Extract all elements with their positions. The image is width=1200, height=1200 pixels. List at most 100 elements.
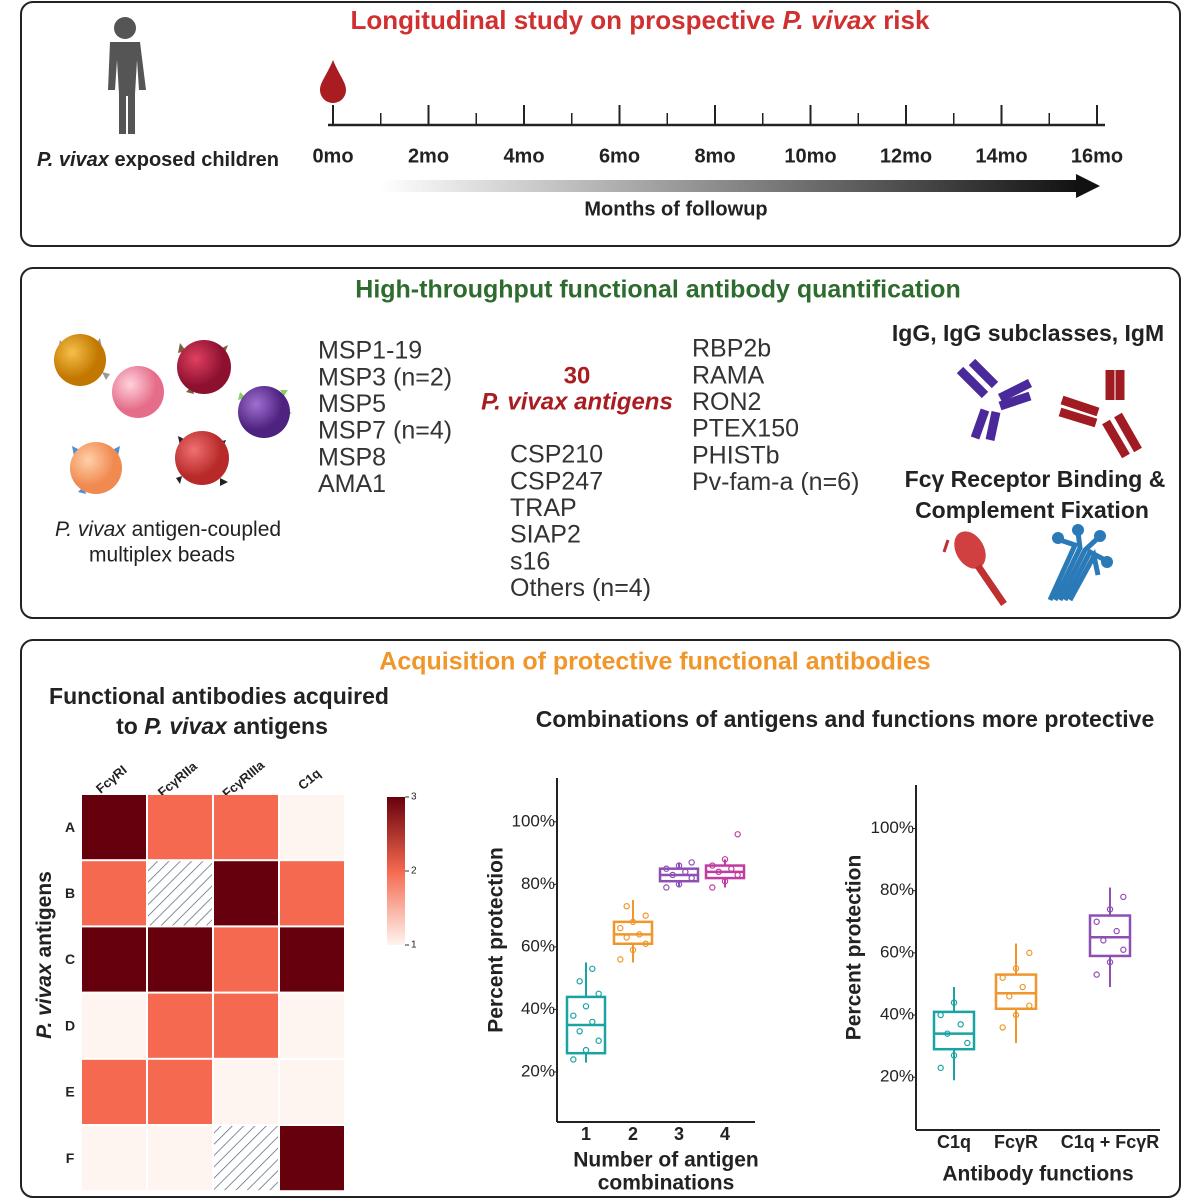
data-point: [589, 965, 596, 972]
timeline-label: 6mo: [599, 145, 640, 167]
antigen-name: s16: [510, 547, 550, 575]
data-point: [1120, 946, 1127, 953]
heatmap-row-label: E: [65, 1084, 74, 1100]
title-part: Longitudinal study on prospective: [351, 5, 783, 35]
y-tick-label: 40%: [880, 1004, 914, 1023]
beads-caption: multiplex beads: [89, 544, 235, 567]
heatmap-cell: [280, 1126, 344, 1191]
data-point: [617, 924, 624, 932]
title-part: P. vivax: [782, 5, 877, 35]
heatmap-row-label: A: [65, 819, 75, 835]
charts-title: Combinations of antigens and functions m…: [536, 706, 1155, 732]
x-tick-label: 2: [628, 1124, 638, 1144]
heatmap-column-label: FcγRI: [93, 762, 130, 796]
blood-drop: [320, 60, 346, 103]
antigen-name: RAMA: [692, 361, 765, 389]
data-point: [734, 831, 741, 838]
data-point: [582, 1046, 590, 1054]
timeline-label: 8mo: [694, 145, 735, 167]
heatmap-cell: [82, 1059, 146, 1124]
data-point: [734, 871, 741, 879]
colorbar-label: 3: [411, 792, 417, 803]
data-point: [950, 999, 958, 1006]
data-point: [999, 974, 1006, 981]
data-point: [642, 940, 649, 947]
caption-part: P. vivax: [55, 518, 127, 541]
antigen-count-label: P. vivax antigens: [481, 388, 673, 415]
x-tick-label: 4: [720, 1124, 730, 1144]
data-point: [642, 912, 649, 919]
arrow-head: [1076, 174, 1100, 198]
x-axis-label: Antibody functions: [942, 1163, 1133, 1186]
data-point: [1106, 906, 1114, 913]
heatmap-column-label: FcγRIIa: [155, 758, 201, 800]
panel-title: Acquisition of protective functional ant…: [379, 648, 930, 676]
data-point: [950, 1052, 958, 1059]
timeline-label: 0mo: [312, 145, 353, 167]
label-part: antigens: [33, 871, 56, 963]
heatmap-cell: [214, 795, 278, 860]
antigen-name: Others (n=4): [510, 574, 651, 602]
heatmap-column-label: FcγRIIIa: [219, 757, 267, 801]
y-tick-label: 100%: [512, 811, 555, 830]
data-point: [709, 884, 716, 891]
data-point: [944, 1030, 951, 1037]
heatmap-cell: [280, 861, 344, 926]
data-point: [688, 859, 695, 866]
child-icon: [108, 17, 146, 134]
data-point: [623, 934, 630, 941]
functions-label: Complement Fixation: [915, 497, 1149, 523]
heatmap-cell: [82, 993, 146, 1058]
heatmap-y-label: P. vivax antigens: [33, 871, 56, 1039]
timeline-label: 2mo: [408, 145, 449, 167]
heatmap-cell: [214, 861, 278, 926]
y-axis-label: Percent protection: [843, 855, 866, 1041]
heatmap-column-label: C1q: [295, 766, 324, 793]
data-point: [570, 1012, 577, 1019]
heatmap-cell: [148, 927, 212, 992]
beads-icon: [54, 334, 292, 494]
label-part: P. vivax: [33, 962, 56, 1039]
antigen-name: Pv-fam-a (n=6): [692, 468, 859, 496]
title-part: risk: [876, 5, 930, 35]
data-point: [721, 856, 729, 863]
antigen-name: MSP8: [318, 443, 386, 471]
antigen-name: MSP1-19: [318, 337, 422, 365]
heatmap-cell: [82, 795, 146, 860]
y-tick-label: 80%: [521, 874, 555, 893]
panel-frame: [20, 639, 1181, 1198]
heatmap-cell: [214, 927, 278, 992]
timeline-label: 12mo: [880, 145, 932, 167]
data-point: [1026, 949, 1033, 957]
data-point: [623, 903, 630, 910]
x-axis-label: Number of antigen: [573, 1149, 759, 1172]
data-point: [589, 1018, 596, 1026]
data-point: [709, 862, 716, 869]
data-point: [663, 865, 670, 872]
box: [612, 920, 654, 945]
heatmap-row-label: B: [65, 885, 75, 901]
isotypes-label: IgG, IgG subclasses, IgM: [892, 320, 1164, 346]
antigen-name: PHISTb: [692, 441, 780, 469]
box: [1088, 914, 1132, 958]
timeline-label: 14mo: [975, 145, 1027, 167]
antigen-name: CSP210: [510, 441, 603, 469]
data-point: [582, 1003, 590, 1010]
panel-frame: [20, 1, 1181, 247]
data-point: [1006, 993, 1013, 1000]
y-tick-label: 40%: [521, 999, 555, 1018]
heatmap-cell: [280, 1059, 344, 1124]
subject-label: P. vivax exposed children: [37, 149, 279, 171]
data-point: [570, 1056, 577, 1063]
heatmap-cell: [280, 993, 344, 1058]
antigen-name: RON2: [692, 388, 761, 416]
colorbar-label: 1: [411, 940, 417, 951]
data-point: [721, 878, 729, 885]
data-point: [617, 956, 624, 963]
data-point: [669, 871, 676, 879]
title-part: P. vivax: [144, 713, 228, 739]
antigen-name: RBP2b: [692, 335, 771, 363]
panel-title: High-throughput functional antibody quan…: [355, 276, 960, 304]
